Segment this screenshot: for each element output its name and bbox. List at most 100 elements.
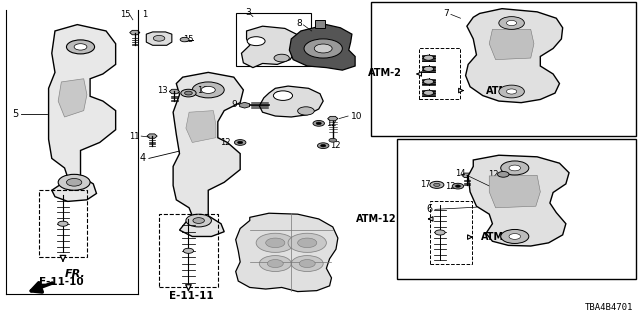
Circle shape <box>509 234 520 239</box>
Text: ATM-3: ATM-3 <box>486 85 520 96</box>
Circle shape <box>506 20 516 26</box>
Text: 16: 16 <box>197 86 208 95</box>
Circle shape <box>154 36 165 41</box>
Text: 6: 6 <box>427 204 433 214</box>
Circle shape <box>300 260 316 268</box>
Bar <box>39 190 87 257</box>
Circle shape <box>456 185 461 188</box>
Bar <box>371 2 636 136</box>
Polygon shape <box>173 72 243 236</box>
Circle shape <box>193 218 204 223</box>
Text: 12: 12 <box>326 119 337 128</box>
Circle shape <box>192 82 224 98</box>
Text: ATM-2: ATM-2 <box>368 68 402 78</box>
Text: 12: 12 <box>330 141 340 150</box>
Text: FR.: FR. <box>65 269 85 279</box>
Text: 15: 15 <box>120 10 131 19</box>
Polygon shape <box>58 79 87 117</box>
Text: 15: 15 <box>182 35 193 44</box>
Circle shape <box>268 260 284 268</box>
Polygon shape <box>49 25 116 201</box>
Text: TBA4B4701: TBA4B4701 <box>584 303 633 312</box>
Text: 14: 14 <box>455 169 466 178</box>
Circle shape <box>183 248 193 253</box>
Polygon shape <box>289 25 355 70</box>
Circle shape <box>67 40 95 54</box>
Circle shape <box>274 54 289 62</box>
Polygon shape <box>328 116 338 121</box>
Circle shape <box>435 230 445 235</box>
Polygon shape <box>489 29 534 60</box>
Text: 13: 13 <box>157 86 168 95</box>
Polygon shape <box>315 20 325 28</box>
Polygon shape <box>170 89 179 94</box>
Polygon shape <box>259 86 323 117</box>
Bar <box>236 13 311 66</box>
Circle shape <box>58 221 68 226</box>
Circle shape <box>314 44 332 53</box>
Circle shape <box>434 183 440 187</box>
Text: 4: 4 <box>140 153 145 164</box>
Text: E-11-11: E-11-11 <box>169 292 213 301</box>
Circle shape <box>452 183 464 189</box>
Circle shape <box>430 181 444 188</box>
Circle shape <box>74 44 87 50</box>
Circle shape <box>288 233 326 252</box>
Circle shape <box>291 256 323 271</box>
Polygon shape <box>130 30 140 35</box>
Circle shape <box>329 138 337 142</box>
Circle shape <box>298 107 314 115</box>
Circle shape <box>316 122 321 124</box>
Polygon shape <box>147 134 157 138</box>
Circle shape <box>509 165 520 171</box>
Text: ATM-12: ATM-12 <box>356 214 397 224</box>
Text: 9: 9 <box>231 100 237 109</box>
Circle shape <box>234 140 246 145</box>
Text: 17: 17 <box>420 180 431 189</box>
Circle shape <box>317 143 329 148</box>
Text: 2: 2 <box>276 91 282 100</box>
Circle shape <box>506 89 516 94</box>
Circle shape <box>304 39 342 58</box>
Circle shape <box>500 229 529 244</box>
Bar <box>159 214 218 287</box>
Circle shape <box>247 37 265 46</box>
Circle shape <box>186 214 211 227</box>
Text: 10: 10 <box>351 112 362 121</box>
Polygon shape <box>186 111 216 142</box>
Circle shape <box>499 17 524 29</box>
Circle shape <box>256 233 294 252</box>
Bar <box>419 49 461 100</box>
Polygon shape <box>466 9 563 103</box>
Text: 7: 7 <box>444 9 449 18</box>
Circle shape <box>424 66 434 71</box>
Circle shape <box>313 121 324 126</box>
Polygon shape <box>239 102 250 108</box>
Circle shape <box>184 91 192 95</box>
Bar <box>397 139 636 279</box>
Circle shape <box>180 89 196 97</box>
Polygon shape <box>462 173 472 178</box>
Circle shape <box>201 86 215 93</box>
Circle shape <box>273 91 292 100</box>
Text: ATM-13: ATM-13 <box>481 232 522 242</box>
Circle shape <box>424 90 434 95</box>
Circle shape <box>321 144 326 147</box>
Circle shape <box>259 256 291 271</box>
Text: 1: 1 <box>141 10 147 19</box>
Text: 3: 3 <box>246 8 252 17</box>
Circle shape <box>180 37 189 42</box>
Circle shape <box>58 174 90 190</box>
Circle shape <box>500 161 529 175</box>
Text: 5: 5 <box>12 109 19 119</box>
Bar <box>431 201 472 264</box>
Circle shape <box>497 172 509 177</box>
Text: E-11-10: E-11-10 <box>39 277 84 287</box>
Circle shape <box>237 141 243 144</box>
Text: 11: 11 <box>129 132 140 140</box>
Text: 12: 12 <box>488 170 499 179</box>
Polygon shape <box>236 213 338 292</box>
Polygon shape <box>489 175 540 208</box>
Circle shape <box>298 238 317 248</box>
Text: 8: 8 <box>297 19 303 28</box>
